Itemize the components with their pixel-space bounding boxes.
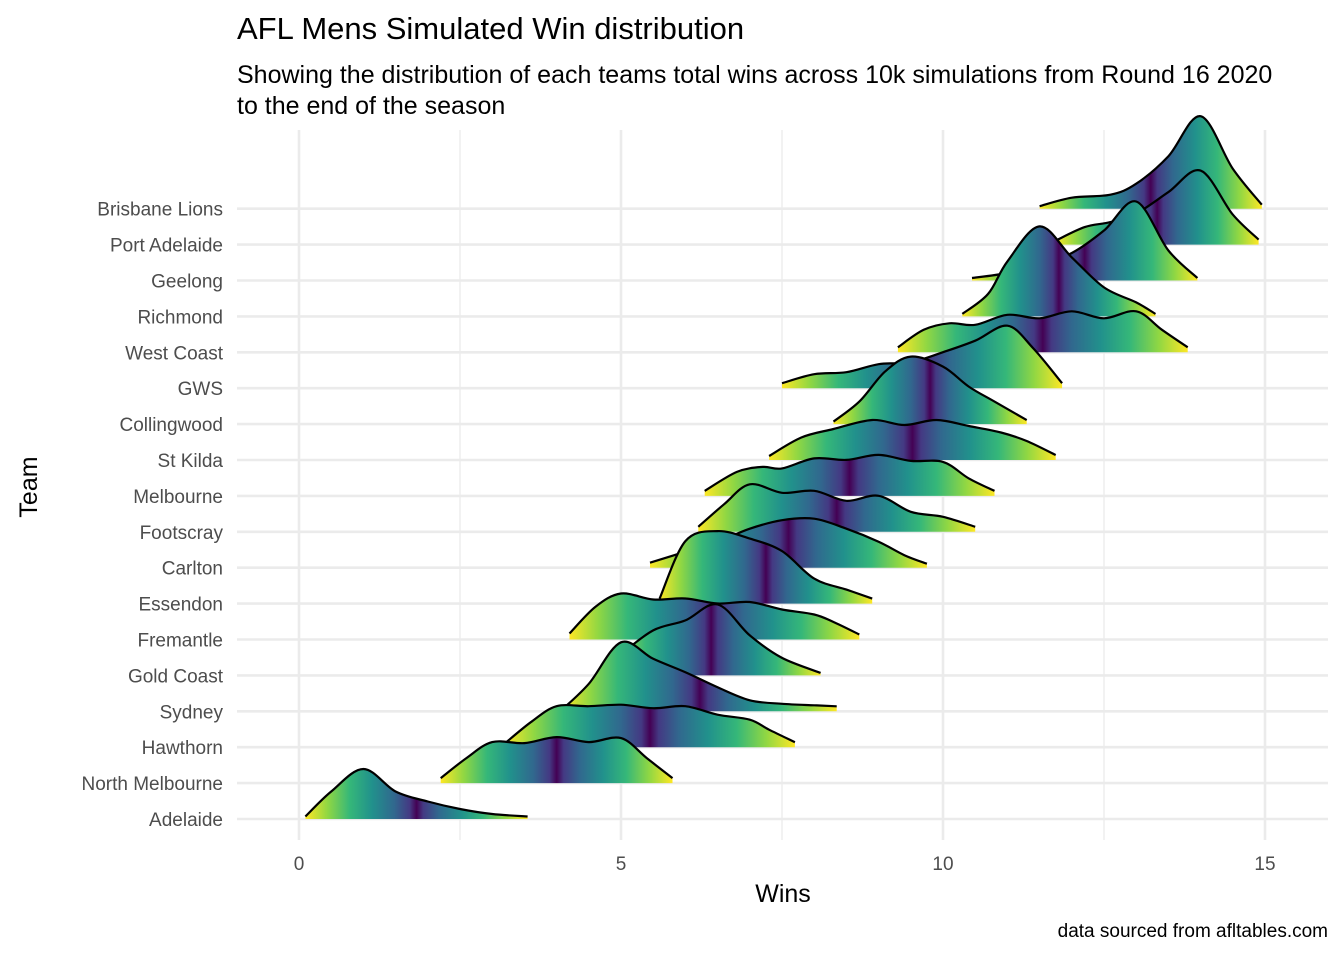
y-tick-label: Hawthorn: [142, 738, 223, 759]
ridge-line: [697, 482, 976, 528]
ridge-line: [1039, 115, 1263, 208]
y-tick-label: Richmond: [137, 307, 223, 328]
ridge-fill: [659, 531, 873, 604]
ridge-footscray: [697, 482, 976, 532]
ridge-melbourne: [704, 453, 995, 496]
y-tick-label: Essendon: [138, 595, 223, 616]
y-tick-label: Collingwood: [119, 415, 223, 436]
ridge-adelaide: [304, 767, 528, 819]
y-tick-label: Adelaide: [149, 810, 223, 831]
x-tick-label: 0: [294, 854, 305, 875]
ridge-line: [768, 418, 1057, 457]
ridge-fill: [1055, 170, 1259, 245]
ridge-fill: [563, 641, 837, 712]
ridge-hawthorn: [504, 703, 796, 748]
ridge-line: [704, 453, 995, 492]
ridge-port-adelaide: [1055, 169, 1260, 245]
ridge-st-kilda: [768, 418, 1057, 460]
x-tick-label: 10: [932, 854, 953, 875]
y-tick-label: Fremantle: [137, 631, 223, 652]
x-tick-label: 5: [616, 854, 627, 875]
y-tick-label: Carlton: [162, 559, 223, 580]
ridge-line: [1055, 169, 1260, 242]
x-axis-ticks: 0 5 10 15: [294, 854, 1276, 875]
ridge-richmond: [961, 225, 1157, 317]
y-tick-label: Melbourne: [133, 487, 223, 508]
y-tick-label: Sydney: [160, 702, 224, 723]
ridges: [304, 115, 1263, 819]
ridge-line: [961, 225, 1157, 315]
y-tick-label: Port Adelaide: [110, 236, 223, 257]
ridge-line: [897, 309, 1189, 349]
ridge-fill: [972, 201, 1198, 281]
ridge-fill: [769, 419, 1056, 460]
ridge-fill: [833, 356, 1027, 425]
y-tick-label: North Melbourne: [81, 774, 223, 795]
y-tick-label: St Kilda: [158, 451, 224, 472]
ridge-line: [832, 355, 1028, 423]
ridge-line: [658, 529, 873, 600]
y-tick-label: Footscray: [140, 523, 224, 544]
ridge-gws: [781, 324, 1063, 389]
y-tick-label: Gold Coast: [128, 666, 224, 687]
y-axis-ticks: Adelaide North Melbourne Hawthorn Sydney Gol…: [81, 200, 223, 831]
ridge-brisbane-lions: [1039, 115, 1263, 209]
ridge-sydney: [562, 640, 837, 712]
chart-title: AFL Mens Simulated Win distribution: [237, 11, 745, 46]
ridge-fill: [704, 454, 995, 496]
x-axis-title: Wins: [755, 880, 811, 908]
ridge-line: [304, 767, 528, 818]
x-tick-label: 15: [1254, 854, 1275, 875]
ridge-fill: [782, 325, 1063, 389]
y-tick-label: Geelong: [151, 272, 223, 293]
ridge-fill: [698, 484, 976, 532]
y-tick-label: West Coast: [125, 343, 224, 364]
chart-subtitle: Showing the distribution of each teams t…: [237, 61, 1273, 120]
ridge-essendon: [658, 529, 873, 604]
ridge-collingwood: [832, 355, 1028, 425]
chart-caption: data sourced from afltables.com: [1057, 921, 1328, 942]
ridge-line: [781, 324, 1063, 385]
ridge-fill: [305, 769, 528, 819]
ridge-north-melbourne: [440, 735, 674, 784]
y-axis-title: Team: [15, 456, 43, 517]
ridge-line: [562, 640, 837, 710]
y-tick-label: GWS: [178, 379, 223, 400]
ridge-line: [440, 735, 674, 779]
ridge-fill: [440, 737, 673, 784]
ridge-line: [504, 703, 796, 745]
ridge-fill: [962, 226, 1156, 317]
ridge-fill: [601, 604, 821, 676]
y-tick-label: Brisbane Lions: [97, 200, 223, 221]
ridge-fill: [505, 704, 795, 748]
